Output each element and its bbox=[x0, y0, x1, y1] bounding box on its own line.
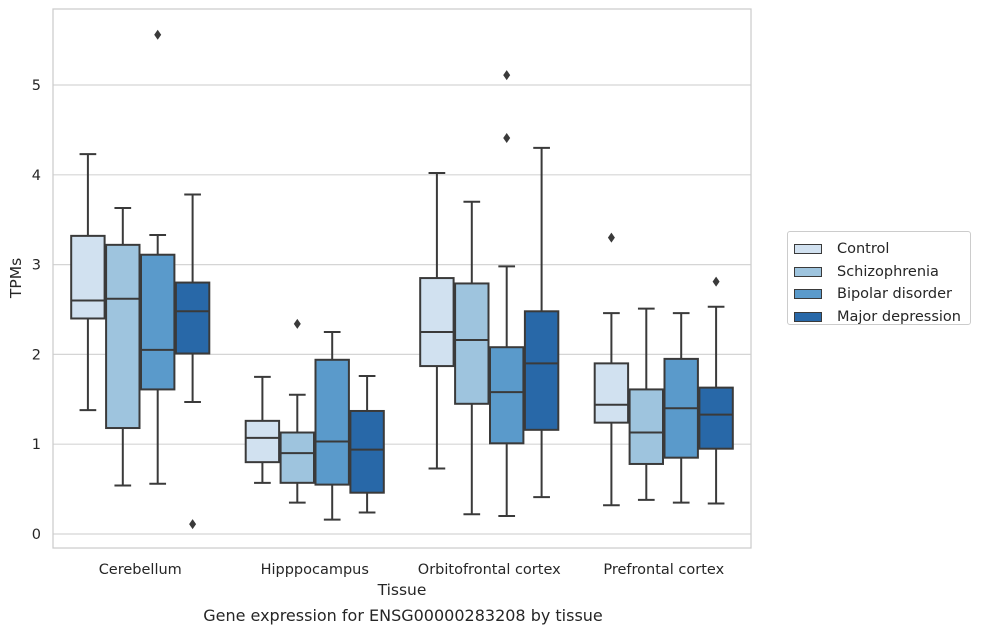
boxes bbox=[70, 29, 734, 530]
outlier-point bbox=[189, 519, 197, 530]
plot-frame bbox=[52, 8, 752, 549]
box-bipolar-disorder bbox=[314, 330, 350, 521]
outlier-point bbox=[503, 70, 511, 81]
box-schizophrenia bbox=[628, 307, 664, 501]
legend-swatch bbox=[794, 311, 822, 322]
box-schizophrenia bbox=[279, 318, 316, 504]
y-tick-label-3: 3 bbox=[32, 258, 41, 274]
legend-item: Schizophrenia bbox=[794, 261, 970, 284]
box-control bbox=[244, 375, 281, 484]
y-tick-label-4: 4 bbox=[32, 168, 41, 184]
x-tick-label: Hipppocampus bbox=[261, 562, 369, 578]
box-iqr bbox=[593, 362, 630, 424]
y-tick-label-1: 1 bbox=[32, 437, 41, 453]
x-axis-label: Tissue bbox=[377, 581, 427, 599]
box-iqr bbox=[174, 281, 211, 355]
legend-swatch bbox=[794, 266, 822, 277]
box-iqr bbox=[489, 346, 525, 445]
outlier-point bbox=[503, 132, 511, 143]
box-control bbox=[70, 153, 106, 412]
box-bipolar-disorder bbox=[663, 312, 699, 504]
legend-item: Control bbox=[794, 238, 970, 261]
x-tick-label: Orbitofrontal cortex bbox=[418, 562, 561, 578]
x-tick-labels: Cerebellum Hipppocampus Orbitofrontal cort… bbox=[99, 562, 725, 578]
box-iqr bbox=[140, 253, 176, 391]
outlier-point bbox=[154, 29, 162, 40]
box-control bbox=[593, 232, 630, 507]
box-schizophrenia bbox=[454, 200, 490, 516]
box-iqr bbox=[454, 282, 490, 405]
legend-label: Major depression bbox=[837, 308, 961, 325]
box-major-depression bbox=[349, 374, 385, 514]
box-iqr bbox=[244, 419, 281, 464]
y-tick-label-2: 2 bbox=[32, 347, 41, 363]
y-tick-labels: 0 1 2 3 4 5 bbox=[32, 78, 41, 543]
box-iqr bbox=[419, 277, 455, 368]
box-iqr bbox=[698, 386, 734, 450]
y-tick-label-0: 0 bbox=[32, 527, 41, 543]
legend-swatch bbox=[794, 244, 822, 255]
outlier-point bbox=[607, 232, 615, 243]
box-iqr bbox=[628, 388, 664, 465]
box-iqr bbox=[349, 409, 385, 494]
box-iqr bbox=[523, 310, 560, 431]
box-iqr bbox=[279, 431, 316, 484]
box-iqr bbox=[70, 234, 106, 320]
box-iqr bbox=[105, 243, 141, 430]
outlier-point bbox=[293, 318, 301, 329]
box-major-depression bbox=[523, 146, 560, 499]
x-tick-label: Cerebellum bbox=[99, 562, 182, 578]
legend-label: Bipolar disorder bbox=[837, 286, 952, 303]
outlier-point bbox=[712, 276, 720, 287]
legend: Control Schizophrenia Bipolar disorder Majo… bbox=[787, 231, 971, 325]
box-major-depression bbox=[174, 193, 211, 530]
legend-swatch bbox=[794, 289, 822, 300]
y-tick-label-5: 5 bbox=[32, 78, 41, 94]
box-major-depression bbox=[698, 276, 734, 505]
legend-label: Control bbox=[837, 241, 890, 258]
x-tick-label: Prefrontal cortex bbox=[603, 562, 724, 578]
box-control bbox=[419, 172, 455, 470]
legend-item: Major depression bbox=[794, 306, 970, 329]
box-bipolar-disorder bbox=[140, 29, 176, 485]
box-schizophrenia bbox=[105, 207, 141, 487]
box-bipolar-disorder bbox=[489, 70, 525, 518]
legend-item: Bipolar disorder bbox=[794, 283, 970, 306]
chart-caption: Gene expression for ENSG00000283208 by t… bbox=[203, 606, 603, 625]
box-iqr bbox=[314, 358, 350, 486]
y-axis-label: TPMs bbox=[7, 258, 25, 299]
legend-label: Schizophrenia bbox=[837, 263, 939, 280]
